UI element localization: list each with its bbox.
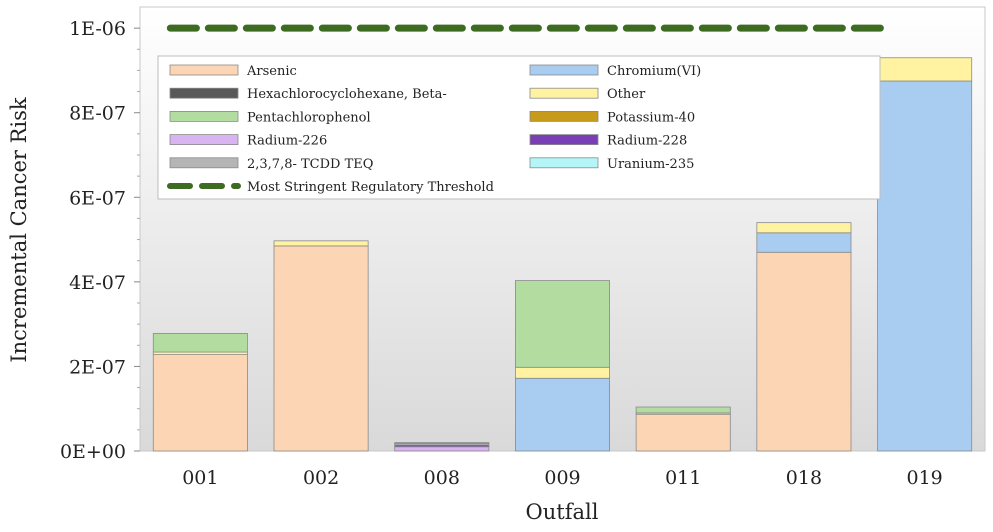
bar-segment xyxy=(273,240,369,247)
legend-label: Radium-226 xyxy=(247,134,327,149)
legend-swatch xyxy=(169,111,239,122)
legend-swatch xyxy=(529,134,599,146)
y-tick-label: 6E-07 xyxy=(69,187,126,209)
legend-box xyxy=(157,55,881,200)
bar-segment xyxy=(394,446,490,452)
bar-segment xyxy=(394,442,490,444)
legend-label: 2,3,7,8- TCDD TEQ xyxy=(247,157,373,172)
x-tick-label: 008 xyxy=(424,467,460,489)
bar-segment xyxy=(635,413,731,452)
bar-segment xyxy=(877,57,973,82)
bar-segment xyxy=(756,232,852,253)
legend-swatch xyxy=(169,157,239,169)
bar-segment xyxy=(635,406,731,414)
x-tick-label: 001 xyxy=(182,467,218,489)
bar-segment xyxy=(152,354,248,452)
y-tick-label: 0E+00 xyxy=(60,441,126,463)
x-tick-label: 019 xyxy=(907,467,943,489)
legend-label: Radium-228 xyxy=(607,134,687,149)
bar-segment xyxy=(152,333,248,353)
x-tick-label: 002 xyxy=(303,467,339,489)
y-tick-label: 4E-07 xyxy=(69,272,126,294)
legend-swatch xyxy=(529,64,599,76)
bar-segment xyxy=(756,251,852,452)
y-tick-label: 1E-06 xyxy=(69,18,126,40)
legend-swatch xyxy=(529,111,599,122)
legend-label: Arsenic xyxy=(246,64,297,79)
legend-label: Pentachlorophenol xyxy=(247,110,371,125)
bar-segment xyxy=(515,366,610,379)
legend-label: Hexachlorocyclohexane, Beta- xyxy=(247,87,447,102)
y-tick-label: 2E-07 xyxy=(69,356,126,378)
y-axis-title: Incremental Cancer Risk xyxy=(7,97,31,363)
x-tick-label: 009 xyxy=(544,467,580,489)
legend-swatch xyxy=(169,64,239,76)
y-tick-label: 8E-07 xyxy=(69,103,126,125)
bar-segment xyxy=(515,280,610,368)
legend-swatch xyxy=(169,87,239,99)
legend-swatch xyxy=(169,134,239,146)
legend: Arsenic Chromium(VI) Hexachlorocyclohexane… xyxy=(157,55,881,200)
bar-segment xyxy=(515,377,610,452)
bars-layer xyxy=(152,57,973,452)
legend-label: Uranium-235 xyxy=(607,157,694,172)
legend-label: Most Stringent Regulatory Threshold xyxy=(247,180,494,195)
bar-segment xyxy=(273,245,369,452)
legend-label: Potassium-40 xyxy=(607,110,695,125)
axis-layer: 0E+00 2E-07 4E-07 6E-07 8E-07 1E-06 001 002 008 0… xyxy=(60,18,943,489)
legend-label: Chromium(VI) xyxy=(607,64,701,79)
bar-segment xyxy=(877,80,973,452)
x-tick-label: 018 xyxy=(786,467,822,489)
bar-segment xyxy=(756,222,852,234)
legend-label: Other xyxy=(607,87,646,102)
legend-swatch xyxy=(529,87,599,99)
x-tick-label: 011 xyxy=(665,467,701,489)
x-axis-title: Outfall xyxy=(526,500,599,524)
legend-swatch xyxy=(529,157,599,169)
